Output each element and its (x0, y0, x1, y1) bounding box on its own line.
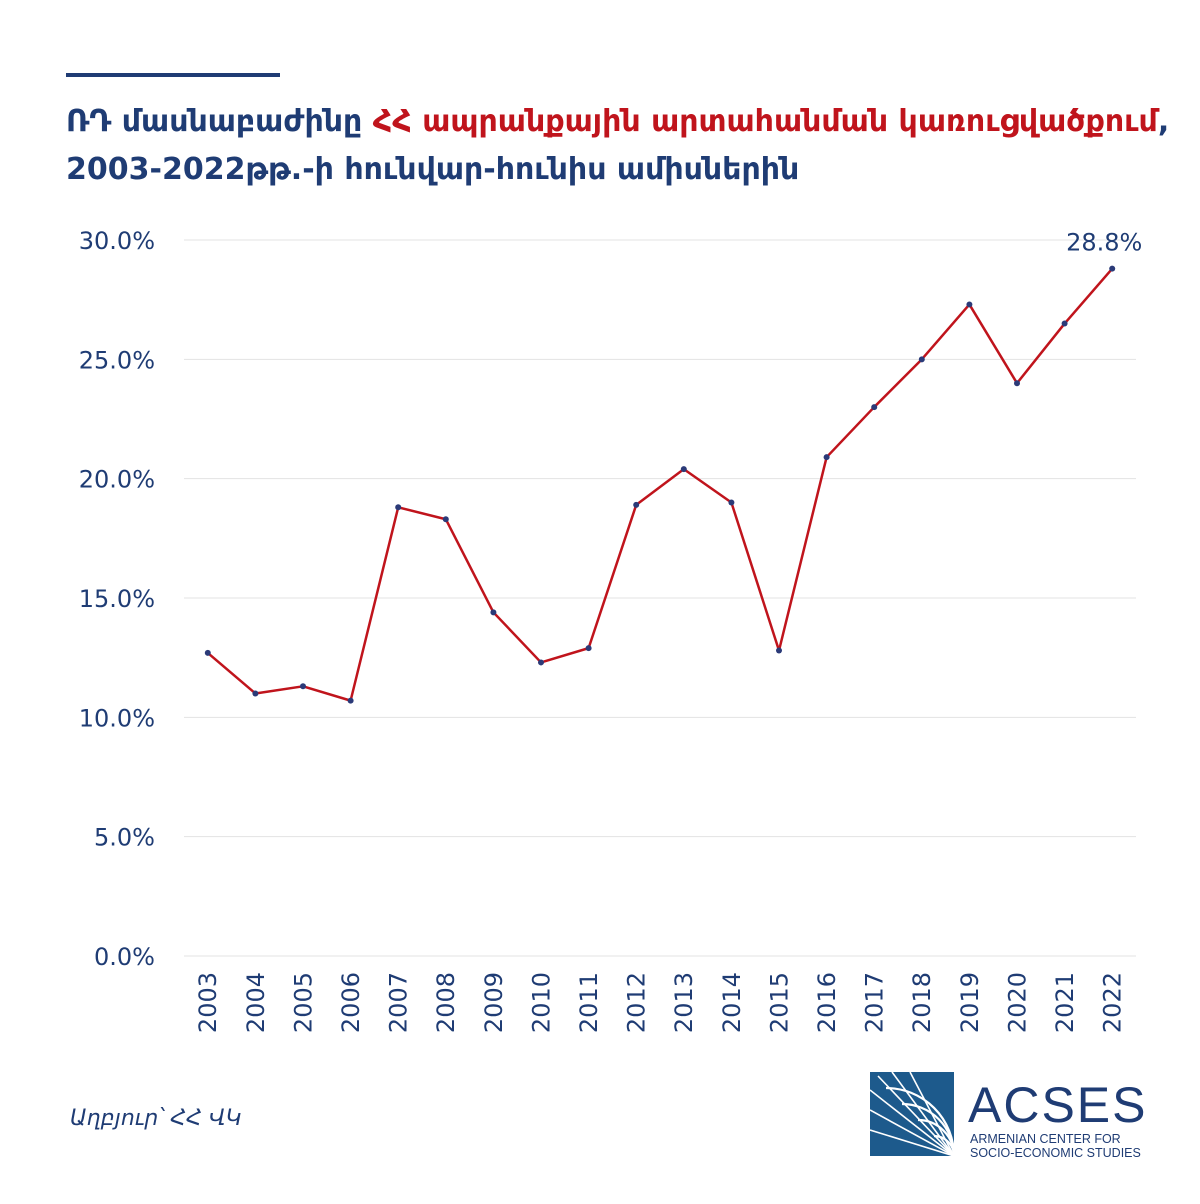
data-point (966, 301, 973, 308)
x-tick-label: 2010 (527, 972, 555, 1033)
x-tick-label: 2008 (432, 972, 460, 1033)
x-tick-label: 2003 (194, 972, 222, 1033)
data-point (1061, 320, 1068, 327)
x-tick-label: 2019 (956, 972, 984, 1033)
data-point (1109, 265, 1116, 272)
acses-logo: ACSES ARMENIAN CENTER FOR SOCIO-ECONOMIC… (870, 1072, 1170, 1162)
y-tick-label: 20.0% (79, 466, 155, 494)
acses-emblem-icon (870, 1072, 954, 1156)
x-tick-label: 2012 (623, 972, 651, 1033)
x-tick-label: 2009 (480, 972, 508, 1033)
data-point (585, 645, 592, 652)
x-tick-label: 2005 (289, 972, 317, 1033)
data-point (633, 501, 640, 508)
x-tick-label: 2007 (385, 972, 413, 1033)
x-tick-label: 2017 (861, 972, 889, 1033)
y-tick-label: 10.0% (79, 704, 155, 732)
logo-subtitle-line-2: SOCIO-ECONOMIC STUDIES (970, 1146, 1141, 1160)
x-tick-label: 2020 (1003, 972, 1031, 1033)
data-point (728, 499, 735, 506)
data-point (680, 466, 687, 473)
series-line (206, 267, 1114, 702)
x-tick-label: 2016 (813, 972, 841, 1033)
data-point (490, 609, 497, 616)
x-tick-label: 2014 (718, 972, 746, 1033)
data-point (538, 659, 544, 666)
x-tick-label: 2022 (1099, 972, 1127, 1033)
x-tick-label: 2018 (908, 972, 936, 1033)
x-tick-label: 2015 (765, 972, 793, 1033)
chart-title: ՌԴ մասնաբաժինը ՀՀ ապրանքային արտահանման … (66, 98, 1186, 194)
data-point (252, 690, 259, 697)
data-point (823, 454, 830, 461)
x-tick-label: 2004 (242, 972, 270, 1033)
logo-subtitle-line-1: ARMENIAN CENTER FOR (970, 1132, 1121, 1146)
y-tick-label: 0.0% (94, 943, 155, 971)
data-point (918, 356, 925, 363)
data-point (300, 683, 306, 690)
logo-name: ACSES (968, 1077, 1148, 1133)
title-part-1: ՌԴ մասնաբաժինը (66, 104, 373, 139)
y-tick-label: 5.0% (94, 824, 155, 852)
logo-subtitle: ARMENIAN CENTER FOR SOCIO-ECONOMIC STUDI… (970, 1132, 1170, 1160)
data-point (1014, 380, 1020, 387)
data-point (347, 697, 354, 704)
title-part-3: , 2003-2022թթ.-ի հունվար-հունիս ամիսների… (66, 104, 1170, 187)
y-tick-label: 25.0% (79, 346, 155, 374)
source-note: Աղբյուր՝ ՀՀ ՎԿ (70, 1106, 242, 1131)
title-part-2: ՀՀ ապրանքային արտահանման կառուցվածքում (372, 104, 1158, 139)
data-point (871, 404, 878, 411)
x-tick-label: 2021 (1051, 972, 1079, 1033)
data-point (395, 504, 402, 511)
y-tick-label: 15.0% (79, 585, 155, 613)
title-rule (66, 73, 280, 77)
data-label: 28.8% (1066, 229, 1142, 257)
x-tick-label: 2011 (575, 972, 603, 1033)
data-point (442, 516, 449, 523)
data-point (776, 647, 782, 654)
x-tick-label: 2013 (670, 972, 698, 1033)
x-tick-label: 2006 (337, 972, 365, 1033)
y-tick-label: 30.0% (79, 227, 155, 255)
data-point (204, 649, 211, 656)
